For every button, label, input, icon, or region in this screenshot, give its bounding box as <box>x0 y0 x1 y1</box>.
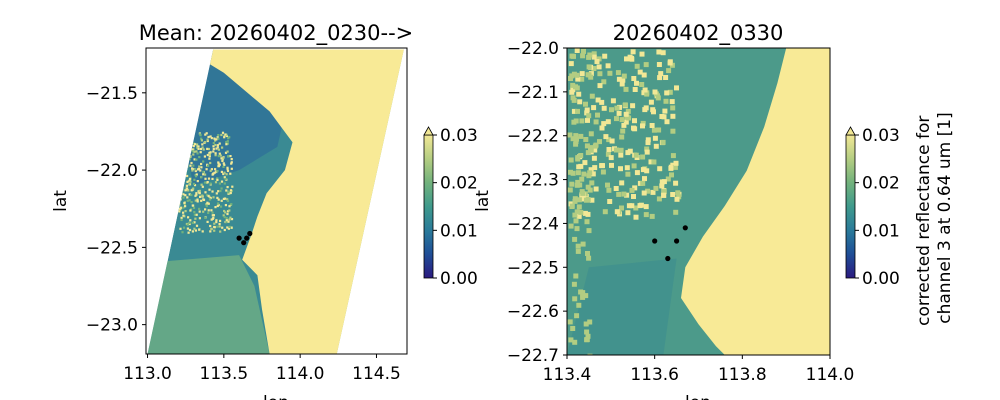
y-tick-label: −22.6 <box>507 302 559 322</box>
colorbar-label-line2: channel 3 at 0.64 um [1] <box>935 112 955 323</box>
y-tick-label: −22.7 <box>507 346 559 366</box>
panel-left: Mean: 20260402_0230--> 113.0 113.5 114.0 11… <box>51 21 478 400</box>
x-tick-label: 114.0 <box>806 365 855 385</box>
map-area <box>567 48 830 355</box>
chart-title: Mean: 20260402_0230--> <box>139 21 414 46</box>
colorbar-tick-label: 0.01 <box>440 221 478 241</box>
y-tick-label: −22.0 <box>507 39 559 59</box>
y-tick-label: −23.0 <box>86 316 138 336</box>
station-marker <box>244 235 250 241</box>
colorbar-tick-label: 0.00 <box>440 269 478 289</box>
y-tick-label: −22.0 <box>86 161 138 181</box>
y-tick-label: −22.5 <box>86 238 138 258</box>
swath-image <box>147 49 404 354</box>
colorbar-tick-label: 0.02 <box>440 174 478 194</box>
y-tick-label: −22.1 <box>507 83 559 103</box>
station-marker <box>236 235 242 241</box>
land-area <box>681 48 830 355</box>
x-tick-label: 113.4 <box>543 365 592 385</box>
colorbar-tick-label: 0.03 <box>862 126 900 146</box>
plot-frame <box>145 47 408 355</box>
colorbar-gradient <box>845 134 856 279</box>
x-tick-label: 113.5 <box>200 364 249 384</box>
colorbar-gradient <box>423 134 434 279</box>
x-axis-label: lon <box>263 393 289 400</box>
axis-ticks: 113.4 113.6 113.8 114.0 −22.0 −22.1 −22.2 −22.3… <box>507 39 854 385</box>
map-area <box>147 49 404 354</box>
x-tick-label: 113.8 <box>718 365 767 385</box>
y-tick-label: −22.5 <box>507 258 559 278</box>
colorbar-tick-label: 0.02 <box>862 174 900 194</box>
axis-ticks: 113.0 113.5 114.0 114.5 −21.5 −22.0 −22.5 −23.0 <box>86 84 401 384</box>
station-marker <box>652 238 658 244</box>
colorbar-label-line1: corrected reflectance for <box>914 116 934 326</box>
y-axis-label: lat <box>473 190 493 212</box>
chart-title: 20260402_0330 <box>613 21 784 46</box>
station-marker <box>241 240 247 246</box>
colorbar-tick-label: 0.03 <box>440 126 478 146</box>
y-tick-label: −22.3 <box>507 171 559 191</box>
y-tick-label: −21.5 <box>86 84 138 104</box>
x-tick-label: 113.6 <box>630 365 679 385</box>
colorbar-label: corrected reflectance for channel 3 at 0… <box>914 110 955 326</box>
x-tick-label: 114.0 <box>276 364 325 384</box>
colorbar: 0.00 0.01 0.02 0.03 <box>845 126 900 289</box>
x-tick-label: 113.0 <box>123 364 172 384</box>
y-tick-label: −22.4 <box>507 214 559 234</box>
x-axis-label: lon <box>685 393 711 400</box>
plot-frame <box>566 47 831 356</box>
colorbar-tick-label: 0.01 <box>862 221 900 241</box>
colorbar-extend-arrow <box>423 126 434 136</box>
panel-right: 20260402_0330 113.4 113.6 113.8 114.0 −22.0 −… <box>473 21 955 400</box>
y-tick-label: −22.2 <box>507 127 559 147</box>
colorbar: 0.00 0.01 0.02 0.03 <box>423 126 478 289</box>
station-marker <box>674 238 680 244</box>
station-marker <box>665 255 671 262</box>
colorbar-extend-arrow <box>845 126 856 136</box>
x-tick-label: 114.5 <box>352 364 401 384</box>
station-marker <box>247 230 253 237</box>
station-marker <box>682 225 688 231</box>
colorbar-tick-label: 0.00 <box>862 269 900 289</box>
y-axis-label: lat <box>51 190 71 212</box>
